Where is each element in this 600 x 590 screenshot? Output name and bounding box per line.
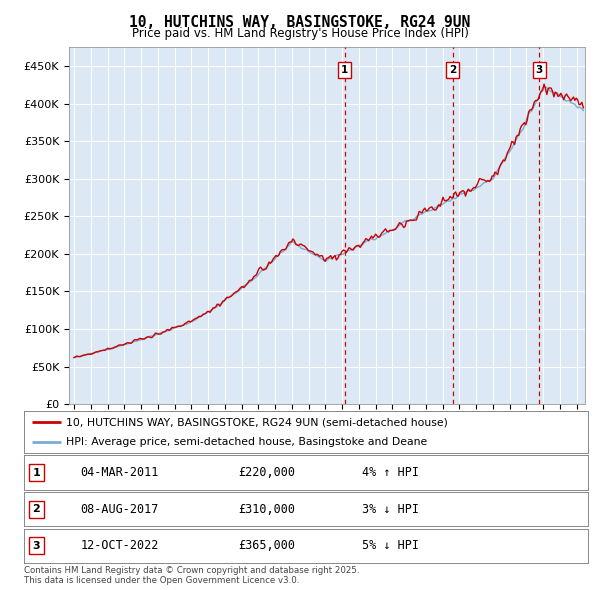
Text: 2: 2 [449, 65, 456, 75]
Text: 2: 2 [32, 504, 40, 514]
Text: 3: 3 [536, 65, 543, 75]
Text: 4% ↑ HPI: 4% ↑ HPI [362, 466, 419, 479]
Text: HPI: Average price, semi-detached house, Basingstoke and Deane: HPI: Average price, semi-detached house,… [66, 437, 428, 447]
Text: 1: 1 [32, 468, 40, 477]
Text: 04-MAR-2011: 04-MAR-2011 [80, 466, 159, 479]
Text: 10, HUTCHINS WAY, BASINGSTOKE, RG24 9UN (semi-detached house): 10, HUTCHINS WAY, BASINGSTOKE, RG24 9UN … [66, 417, 448, 427]
Text: 3% ↓ HPI: 3% ↓ HPI [362, 503, 419, 516]
Text: Contains HM Land Registry data © Crown copyright and database right 2025.
This d: Contains HM Land Registry data © Crown c… [24, 566, 359, 585]
Text: 10, HUTCHINS WAY, BASINGSTOKE, RG24 9UN: 10, HUTCHINS WAY, BASINGSTOKE, RG24 9UN [130, 15, 470, 30]
Text: 3: 3 [32, 541, 40, 550]
Text: £220,000: £220,000 [238, 466, 295, 479]
Text: £310,000: £310,000 [238, 503, 295, 516]
Text: £365,000: £365,000 [238, 539, 295, 552]
Text: 08-AUG-2017: 08-AUG-2017 [80, 503, 159, 516]
Text: Price paid vs. HM Land Registry's House Price Index (HPI): Price paid vs. HM Land Registry's House … [131, 27, 469, 40]
Text: 12-OCT-2022: 12-OCT-2022 [80, 539, 159, 552]
Text: 5% ↓ HPI: 5% ↓ HPI [362, 539, 419, 552]
Text: 1: 1 [341, 65, 349, 75]
